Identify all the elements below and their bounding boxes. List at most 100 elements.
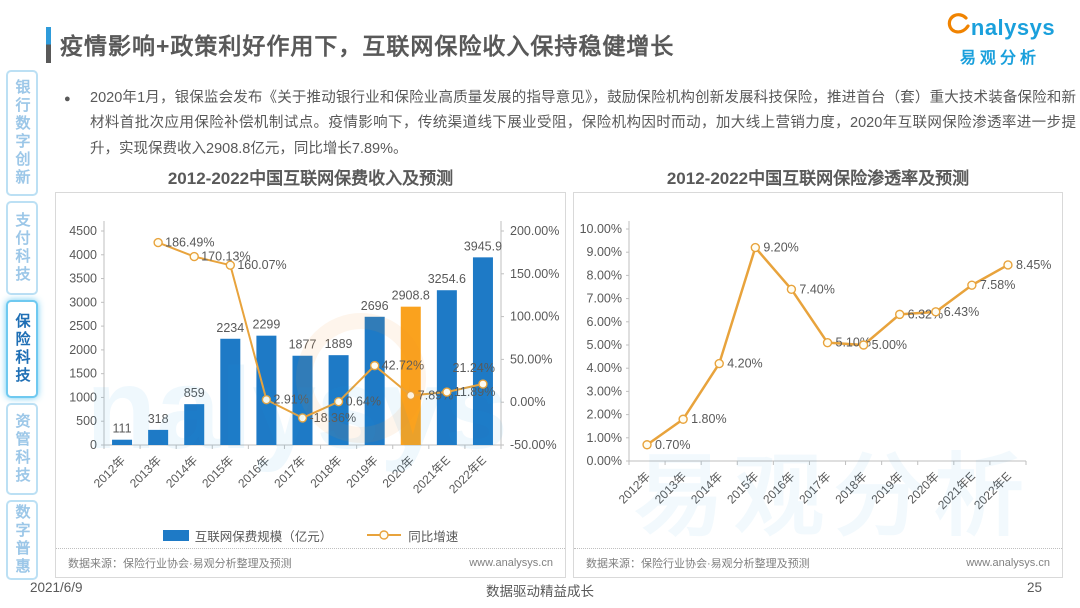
line-marker xyxy=(678,414,688,424)
line-value-label: 7.40% xyxy=(799,282,834,296)
y-axis-tick: 7.00% xyxy=(587,292,622,306)
sidebar-item-banking-digital[interactable]: 银行数字创新 xyxy=(6,70,38,196)
left-axis-tick: 3000 xyxy=(69,295,97,309)
line-value-label: 6.43% xyxy=(944,305,979,319)
x-axis-label: 2019年 xyxy=(869,469,906,506)
chart2-title: 2012-2022中国互联网保险渗透率及预测 xyxy=(666,169,970,188)
sidebar-item-payment-tech[interactable]: 支付科技 xyxy=(6,201,38,295)
line-marker xyxy=(153,237,163,248)
bar xyxy=(184,404,205,445)
bar-value-label: 1877 xyxy=(289,338,317,352)
y-axis-tick: 10.00% xyxy=(580,222,622,236)
bullet-text: 2020年1月，银保监会发布《关于推动银行业和保险业高质量发展的指导意见》，鼓励… xyxy=(90,90,1076,157)
line-value-label: 160.07% xyxy=(237,258,286,272)
sidebar-item-insurance-tech[interactable]: 保险科技 xyxy=(6,300,38,398)
legend-item-line: 同比增速 xyxy=(366,526,458,545)
x-axis-label: 2022年E xyxy=(446,453,489,496)
bar xyxy=(220,338,241,445)
analysys-logo: nalysys 易观分析 xyxy=(934,12,1066,68)
line-marker xyxy=(442,387,452,397)
x-axis-label: 2015年 xyxy=(199,453,236,490)
line-value-label: 21.24% xyxy=(453,361,495,375)
bar-value-label: 3945.9 xyxy=(464,239,502,253)
line-marker xyxy=(333,396,344,407)
title-accent-bar xyxy=(46,27,51,63)
legend-item-bar: 互联网保费规模（亿元） xyxy=(162,526,333,545)
right-axis-tick: 150.00% xyxy=(510,267,559,281)
bar-value-label: 111 xyxy=(113,422,132,436)
penetration-rate-line-chart: 0.00% 1.00% 2.00% 3.00% 4.00% 5.00% 6.00% 7.00%… xyxy=(580,221,1051,512)
line-series-label: 同比增速 xyxy=(408,529,459,544)
x-axis-label: 2013年 xyxy=(652,469,689,506)
x-axis-label: 2012年 xyxy=(616,469,653,506)
y-axis-tick: 9.00% xyxy=(587,245,622,259)
line-value-label: 0.70% xyxy=(655,438,690,452)
bar xyxy=(148,429,169,445)
x-axis-label: 2021年E xyxy=(410,453,453,496)
y-axis-tick: 0.00% xyxy=(587,454,622,468)
penetration-rate-chart-panel: 易观分析 0.00% 1.00% 2.00% 3.00% 4.00% 5.00% 6.00%… xyxy=(573,192,1063,578)
bar xyxy=(472,257,493,445)
right-axis-tick: 50.00% xyxy=(510,352,552,366)
x-axis-label: 2017年 xyxy=(271,453,308,490)
bar-value-label: 2696 xyxy=(361,299,389,313)
left-axis-tick: 4500 xyxy=(69,224,97,238)
line-marker xyxy=(297,413,308,423)
line-series-swatch xyxy=(367,530,402,540)
x-axis-label: 2016年 xyxy=(235,453,272,490)
right-axis-tick: 100.00% xyxy=(510,310,559,324)
line-value-label: 42.72% xyxy=(382,359,424,373)
logo-brand-cn: 易观分析 xyxy=(959,50,1040,67)
line-marker xyxy=(822,337,833,348)
y-axis-tick: 5.00% xyxy=(587,338,622,352)
page-footer: 2021/6/9 数据驱动精益成长 25 xyxy=(0,580,1080,602)
chart1-legend: 互联网保费规模（亿元） 同比增速 xyxy=(56,523,565,547)
bar xyxy=(256,335,277,445)
bar-value-label: 318 xyxy=(148,412,169,426)
left-axis-tick: 4000 xyxy=(69,248,97,262)
line-value-label: 0.64% xyxy=(346,395,381,409)
y-axis-tick: 1.00% xyxy=(587,431,622,445)
bar-value-label: 3254.6 xyxy=(428,272,466,286)
right-axis-tick: 200.00% xyxy=(510,224,559,238)
line-marker xyxy=(478,379,488,389)
line-marker xyxy=(931,307,941,317)
x-axis-label: 2016年 xyxy=(760,469,797,506)
line-marker xyxy=(642,440,652,450)
chart1-url[interactable]: www.analysys.cn xyxy=(469,557,553,569)
left-axis-tick: 2000 xyxy=(69,343,97,357)
y-axis-tick: 2.00% xyxy=(587,408,622,422)
logo-swoosh-icon xyxy=(945,12,971,43)
right-axis-tick: -50.00% xyxy=(510,438,557,452)
chart2-url[interactable]: www.analysys.cn xyxy=(966,557,1050,569)
left-axis-tick: 2500 xyxy=(69,319,97,333)
bar-series-label: 互联网保费规模（亿元） xyxy=(194,529,333,544)
line-value-label: 1.80% xyxy=(691,412,726,426)
bar-value-label: 2234 xyxy=(216,321,244,335)
x-axis-label: 2021年E xyxy=(935,469,978,512)
left-axis-tick: 1500 xyxy=(69,367,97,381)
sidebar-item-asset-mgmt-tech[interactable]: 资管科技 xyxy=(6,403,38,495)
bar-series-swatch xyxy=(162,529,189,541)
line-marker xyxy=(894,309,905,320)
logo-brand-text: nalysys xyxy=(970,14,1056,40)
x-axis-label: 2019年 xyxy=(344,453,381,490)
page-title: 疫情影响+政策利好作用下，互联网保险收入保持稳健增长 xyxy=(60,33,675,59)
left-axis-tick: 0 xyxy=(90,438,97,452)
growth-line xyxy=(157,241,484,419)
sidebar-item-digital-inclusion[interactable]: 数字普惠 xyxy=(6,500,38,580)
line-marker xyxy=(786,284,797,295)
left-axis-tick: 500 xyxy=(76,414,97,428)
chart1-source-row: 数据来源：保险行业协会·易观分析整理及预测 www.analysys.cn xyxy=(56,548,565,577)
left-axis-tick: 3500 xyxy=(69,272,97,286)
x-axis-label: 2014年 xyxy=(688,469,725,506)
line-value-label: 5.00% xyxy=(872,338,907,352)
x-axis-label: 2015年 xyxy=(724,469,761,506)
footer-date: 2021/6/9 xyxy=(30,580,83,595)
bar xyxy=(364,316,385,445)
line-marker xyxy=(967,280,977,290)
line-marker xyxy=(714,358,724,369)
bar-value-label: 2299 xyxy=(253,318,281,332)
y-axis-tick: 8.00% xyxy=(587,268,622,282)
